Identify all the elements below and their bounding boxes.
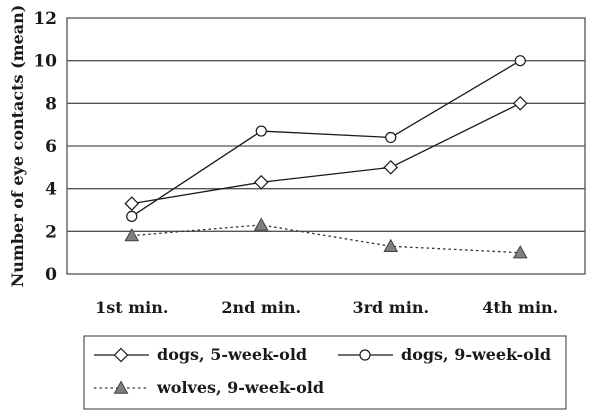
y-tick-label: 8 bbox=[45, 94, 57, 114]
series-3 bbox=[124, 217, 528, 259]
y-axis-title: Number of eye contacts (mean) bbox=[8, 5, 27, 288]
data-point bbox=[124, 228, 140, 242]
data-point bbox=[253, 217, 269, 231]
x-axis-ticks: 1st min. 2nd min. 3rd min. 4th min. bbox=[95, 298, 558, 317]
data-point bbox=[124, 196, 140, 211]
data-point bbox=[253, 174, 269, 190]
data-point bbox=[255, 125, 267, 137]
legend-item: dogs, 9-week-old bbox=[338, 345, 551, 364]
legend-marker bbox=[359, 349, 371, 361]
legend-marker bbox=[113, 347, 129, 363]
series-1 bbox=[124, 95, 528, 211]
x-tick-label: 4th min. bbox=[482, 298, 558, 317]
series-line bbox=[131, 224, 521, 254]
data-point bbox=[126, 210, 138, 222]
series-2 bbox=[126, 55, 526, 222]
legend-label: wolves, 9-week-old bbox=[156, 378, 324, 397]
series-line bbox=[131, 102, 521, 205]
data-point bbox=[383, 159, 399, 175]
y-tick-label: 2 bbox=[45, 222, 57, 242]
y-tick-label: 0 bbox=[45, 265, 57, 285]
y-tick-label: 4 bbox=[45, 180, 57, 200]
data-point bbox=[512, 245, 528, 259]
x-tick-label: 3rd min. bbox=[352, 298, 429, 317]
x-tick-label: 2nd min. bbox=[221, 298, 301, 317]
data-point bbox=[385, 131, 397, 144]
data-point bbox=[512, 95, 528, 111]
legend: dogs, 5-week-old dogs, 9-week-old wolves, … bbox=[94, 345, 551, 397]
data-point bbox=[514, 55, 526, 67]
y-tick-label: 12 bbox=[33, 9, 57, 29]
series-line bbox=[131, 60, 521, 217]
legend-label: dogs, 5-week-old bbox=[157, 345, 307, 364]
series-layer bbox=[124, 55, 528, 259]
x-tick-label: 1st min. bbox=[95, 298, 168, 317]
gridlines bbox=[67, 60, 585, 232]
data-point bbox=[383, 238, 399, 252]
legend-label: dogs, 9-week-old bbox=[401, 345, 551, 364]
legend-item: dogs, 5-week-old bbox=[94, 345, 307, 364]
y-tick-label: 6 bbox=[45, 137, 57, 157]
legend-item: wolves, 9-week-old bbox=[94, 378, 324, 397]
legend-box bbox=[83, 335, 567, 410]
legend-marker bbox=[113, 380, 129, 394]
y-tick-label: 10 bbox=[33, 52, 57, 72]
y-axis-ticks: 0 2 4 6 8 10 12 bbox=[33, 9, 57, 285]
